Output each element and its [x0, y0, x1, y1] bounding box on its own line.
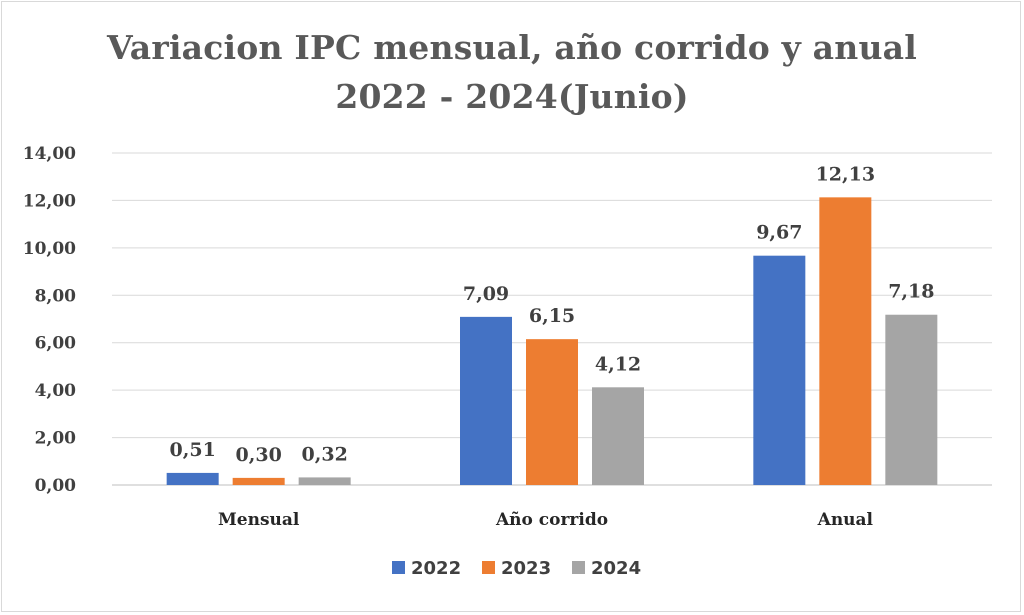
data-label: 4,12 [595, 353, 641, 375]
chart-title: Variacion IPC mensual, año corrido y anu… [107, 28, 917, 67]
data-label: 0,32 [302, 443, 348, 465]
x-tick-label: Año corrido [495, 510, 608, 530]
chart-subtitle: 2022 - 2024(Junio) [335, 77, 689, 116]
legend-swatch [482, 561, 495, 574]
bar [526, 339, 578, 485]
data-label: 6,15 [529, 305, 575, 327]
y-tick-label: 2,00 [35, 429, 77, 449]
y-tick-label: 10,00 [23, 239, 76, 259]
bar [592, 387, 644, 485]
legend-label: 2022 [411, 558, 461, 579]
x-tick-label: Anual [817, 510, 874, 530]
data-label: 9,67 [756, 222, 802, 244]
bar [460, 316, 512, 485]
legend-swatch [572, 561, 585, 574]
legend-label: 2023 [501, 558, 551, 579]
bar [232, 477, 285, 485]
bar [166, 472, 219, 485]
data-label: 0,51 [170, 439, 216, 461]
bar [753, 255, 806, 485]
data-label: 0,30 [236, 444, 282, 466]
legend-swatch [392, 561, 405, 574]
data-label: 12,13 [816, 163, 876, 185]
bar [819, 197, 872, 486]
y-tick-label: 6,00 [35, 334, 77, 354]
y-tick-label: 4,00 [35, 381, 77, 401]
bar [298, 477, 351, 485]
bars [166, 197, 938, 486]
data-labels: 0,51 0,30 0,32 7,09 6,15 4,12 9,67 12,13 7,18 [170, 163, 935, 466]
bar [885, 314, 938, 485]
x-tick-label: Mensual [218, 510, 300, 530]
legend: 2022 2023 2024 [392, 558, 641, 579]
y-tick-label: 0,00 [35, 476, 77, 496]
y-axis: 0,00 2,00 4,00 6,00 8,00 10,00 12,00 14,00 [23, 144, 76, 496]
y-tick-label: 8,00 [35, 286, 77, 306]
x-axis: Mensual Año corrido Anual [218, 510, 874, 530]
legend-label: 2024 [591, 558, 641, 579]
data-label: 7,18 [888, 281, 934, 303]
y-tick-label: 14,00 [23, 144, 76, 164]
y-tick-label: 12,00 [23, 191, 76, 211]
data-label: 7,09 [463, 283, 509, 305]
